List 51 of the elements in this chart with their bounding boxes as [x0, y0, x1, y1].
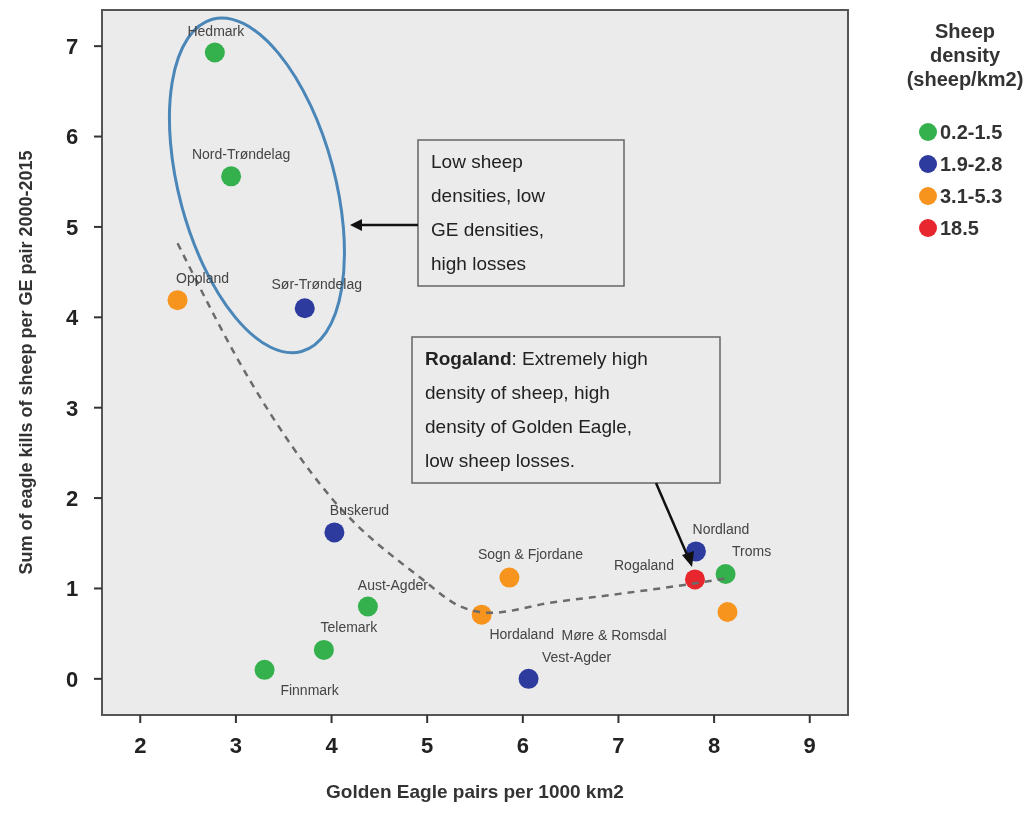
- annotation: Telemark: [320, 618, 379, 635]
- x-axis-title: Golden Eagle pairs per 1000 km2: [326, 781, 624, 802]
- y-tick-label: 4: [65, 305, 79, 331]
- point: [313, 639, 334, 660]
- point: [471, 604, 492, 625]
- y-tick-label: 5: [65, 214, 79, 240]
- y-tick-label: 7: [65, 34, 79, 60]
- annotation: Møre & Romsdal: [561, 627, 667, 644]
- x-tick-label: 6: [516, 733, 529, 758]
- x-tick-label: 9: [803, 733, 816, 758]
- point: [684, 569, 705, 590]
- x-tick-label: 4: [325, 733, 339, 758]
- y-tick-label: 3: [65, 395, 79, 421]
- point: [715, 564, 736, 584]
- y-tick-label: 0: [65, 666, 79, 692]
- legend-label: 3.1-5.3: [940, 185, 1003, 208]
- legend-label: 0.2-1.5: [940, 121, 1003, 144]
- point: [294, 298, 315, 319]
- annotation: Troms: [732, 543, 772, 560]
- point: [221, 166, 242, 187]
- point: [324, 522, 345, 543]
- annotation: Low sheep densities, low GE densities, high losses: [431, 151, 546, 274]
- y-axis-title: Sum of eagle kills of sheep per GE pair 2000-2015: [16, 150, 36, 575]
- point: [204, 42, 225, 63]
- point: [518, 668, 539, 689]
- y-tick-label: 2: [65, 486, 79, 511]
- annotation: Hordaland: [489, 625, 554, 642]
- y-tick-label: 6: [65, 124, 79, 150]
- legend-label: 1.9-2.8: [940, 153, 1003, 176]
- point: [499, 567, 520, 588]
- point: [167, 290, 188, 311]
- x-tick-label: 2: [134, 733, 147, 758]
- annotation: Aust-Agder: [357, 576, 429, 593]
- point: [254, 659, 275, 680]
- annotation: Nordland: [692, 521, 750, 538]
- annotation: Buskerud: [329, 502, 389, 519]
- annotation: Rogaland: Extremely high density of sheep, high density of Golden Eagle, low sheep losses.: [425, 348, 648, 471]
- legend-title: Sheep density (sheep/km2): [906, 20, 1024, 90]
- x-tick-label: 3: [229, 733, 243, 758]
- y-tick-label: 1: [65, 576, 79, 602]
- annotation: Vest-Agder: [541, 648, 612, 665]
- x-tick-label: 8: [707, 733, 721, 758]
- x-tick-label: 5: [421, 733, 434, 758]
- annotation: Sogn & Fjordane: [477, 545, 584, 562]
- annotation: Nord-Trøndelag: [191, 146, 291, 163]
- legend-label: 18.5: [940, 217, 979, 240]
- point: [717, 601, 738, 622]
- x-tick-label: 7: [612, 733, 625, 758]
- annotation: Rogaland: [614, 557, 674, 574]
- annotation: Finnmark: [280, 681, 340, 698]
- point: [357, 596, 378, 617]
